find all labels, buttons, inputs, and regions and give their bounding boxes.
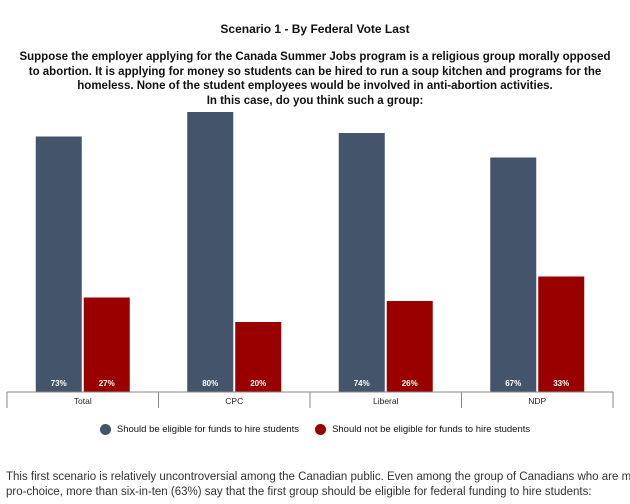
chart-legend: Should be eligible for funds to hire stu… — [0, 424, 630, 435]
bar-chart: 73% 27% Total 80% 20% CPC 74% 26%Liberal 67% 33% N… — [6, 112, 614, 408]
body-text-line-1: This first scenario is relatively uncont… — [6, 471, 630, 483]
data-label-not-eligible-cpc: 20% — [250, 379, 266, 388]
x-tick-label-cpc: CPC — [225, 396, 243, 406]
legend-item-eligible: Should be eligible for funds to hire stu… — [99, 424, 300, 435]
data-label-not-eligible-total: 27% — [99, 379, 115, 388]
bar-not-eligible-ndp — [538, 276, 585, 392]
data-label-eligible-liberal: 74% — [354, 379, 370, 388]
bar-eligible-liberal — [338, 133, 385, 392]
data-label-eligible-cpc: 80% — [202, 379, 218, 388]
question-line-1: Suppose the employer applying for the Ca… — [19, 51, 611, 63]
data-label-not-eligible-liberal: 26% — [402, 379, 418, 388]
bar-not-eligible-cpc — [235, 322, 282, 392]
question-line-3: homeless. None of the student employees … — [77, 80, 553, 92]
bar-not-eligible-liberal — [386, 301, 433, 392]
body-text: This first scenario is relatively uncont… — [6, 470, 630, 500]
data-label-not-eligible-ndp: 33% — [553, 379, 569, 388]
x-tick-label-liberal: Liberal — [373, 396, 399, 406]
legend-label-eligible: Should be eligible for funds to hire stu… — [116, 424, 300, 435]
legend-label-not-eligible: Should not be eligible for funds to hire… — [332, 424, 531, 435]
legend-swatch-eligible — [99, 424, 111, 435]
survey-question: Suppose the employer applying for the Ca… — [14, 50, 616, 108]
x-tick-label-ndp: NDP — [528, 396, 546, 406]
data-label-eligible-ndp: 67% — [505, 379, 521, 388]
body-text-line-2: pro-choice, more than six-in-ten (63%) s… — [6, 486, 592, 498]
legend-item-not-eligible: Should not be eligible for funds to hire… — [315, 424, 530, 435]
legend-swatch-not-eligible — [315, 424, 327, 435]
bar-eligible-ndp — [490, 157, 537, 392]
bar-not-eligible-total — [83, 297, 130, 392]
bar-eligible-total — [35, 136, 82, 392]
x-tick-label-total: Total — [74, 396, 92, 406]
question-line-4: In this case, do you think such a group: — [206, 94, 424, 107]
bar-eligible-cpc — [187, 112, 234, 392]
chart-title: Scenario 1 - By Federal Vote Last — [220, 22, 410, 36]
data-label-eligible-total: 73% — [51, 379, 67, 388]
question-line-2: to abortion. It is applying for money so… — [28, 65, 602, 78]
